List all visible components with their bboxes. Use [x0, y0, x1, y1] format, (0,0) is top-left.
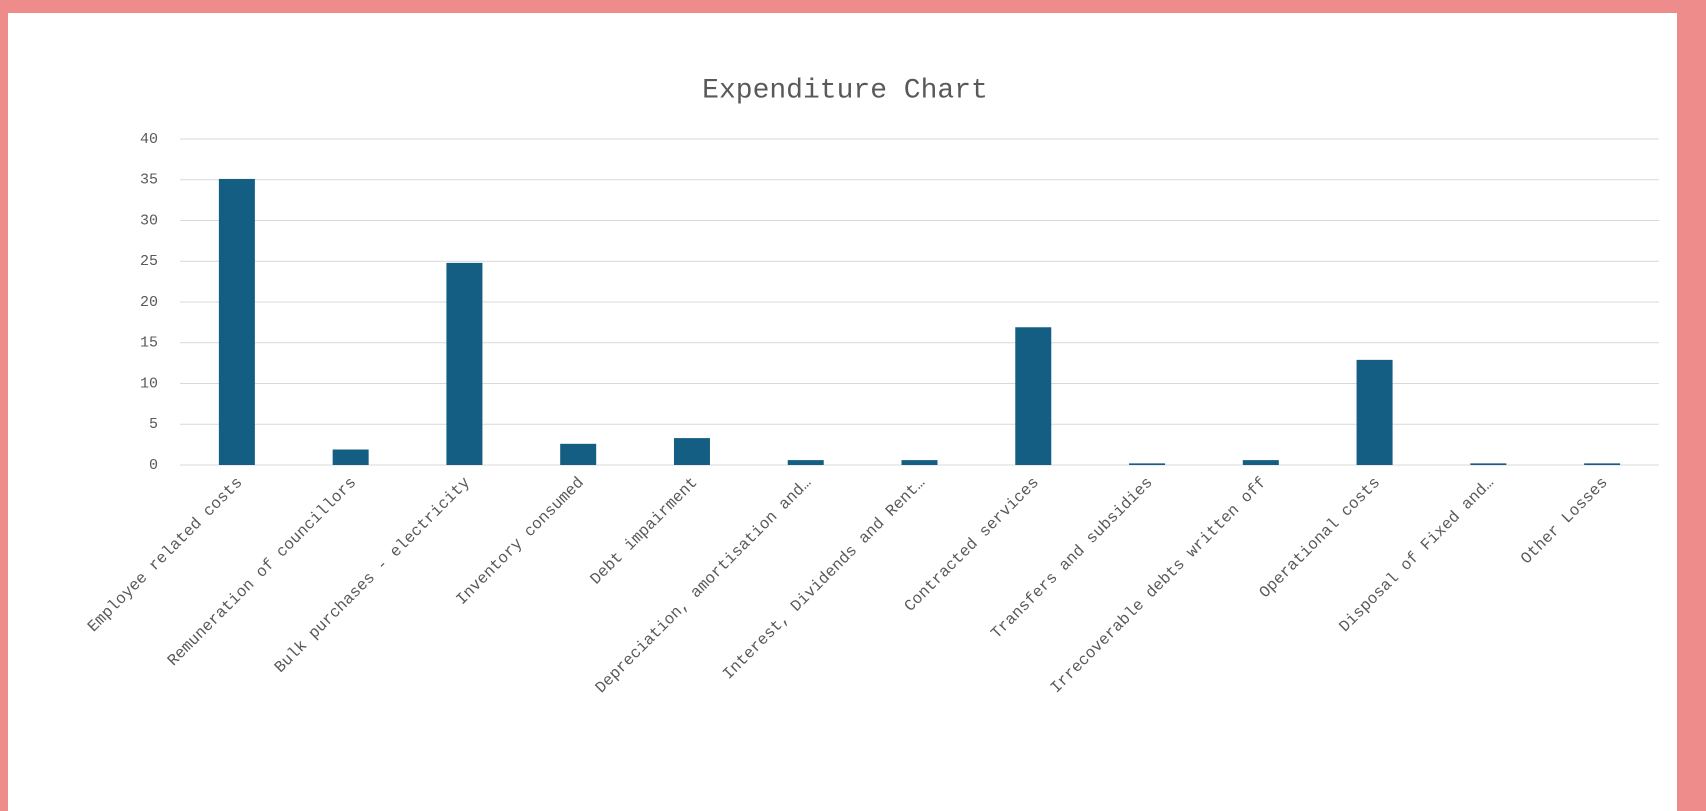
bar: [1129, 463, 1166, 465]
y-tick-label: 10: [140, 375, 158, 392]
x-tick-label: Other Losses: [1517, 474, 1611, 568]
x-tick-label: Operational costs: [1256, 474, 1384, 602]
y-tick-label: 30: [140, 212, 158, 229]
y-tick-label: 20: [140, 294, 158, 311]
y-tick-label: 15: [140, 335, 158, 352]
bar: [446, 262, 483, 465]
x-tick-label: Bulk purchases - electricity: [271, 474, 474, 677]
x-tick-label: Irrecoverable debts written off: [1047, 474, 1270, 697]
y-tick-label: 5: [149, 416, 158, 433]
panel: [8, 13, 1677, 811]
x-tick-label: Debt impairment: [587, 474, 702, 589]
bar: [332, 449, 369, 465]
x-tick-label: Contracted services: [901, 474, 1043, 616]
bar: [1356, 359, 1393, 465]
bar: [560, 443, 597, 465]
x-tick-label: Depreciation, amortisation and…: [592, 474, 815, 697]
y-tick-label: 0: [149, 457, 158, 474]
chart-title: Expenditure Chart: [702, 75, 988, 106]
bar: [901, 460, 938, 465]
bar: [673, 438, 710, 465]
bar: [1015, 327, 1052, 465]
x-tick-label: Interest, Dividends and Rent…: [719, 474, 929, 684]
x-tick-label: Remuneration of councillors: [164, 474, 360, 670]
bar: [787, 460, 824, 465]
bar: [218, 178, 255, 465]
y-tick-label: 40: [140, 131, 158, 148]
bar: [1584, 463, 1621, 465]
y-tick-label: 35: [140, 172, 158, 189]
y-tick-label: 25: [140, 253, 158, 270]
x-tick-label: Inventory consumed: [453, 474, 588, 609]
bar: [1242, 460, 1279, 465]
bar: [1470, 463, 1507, 465]
